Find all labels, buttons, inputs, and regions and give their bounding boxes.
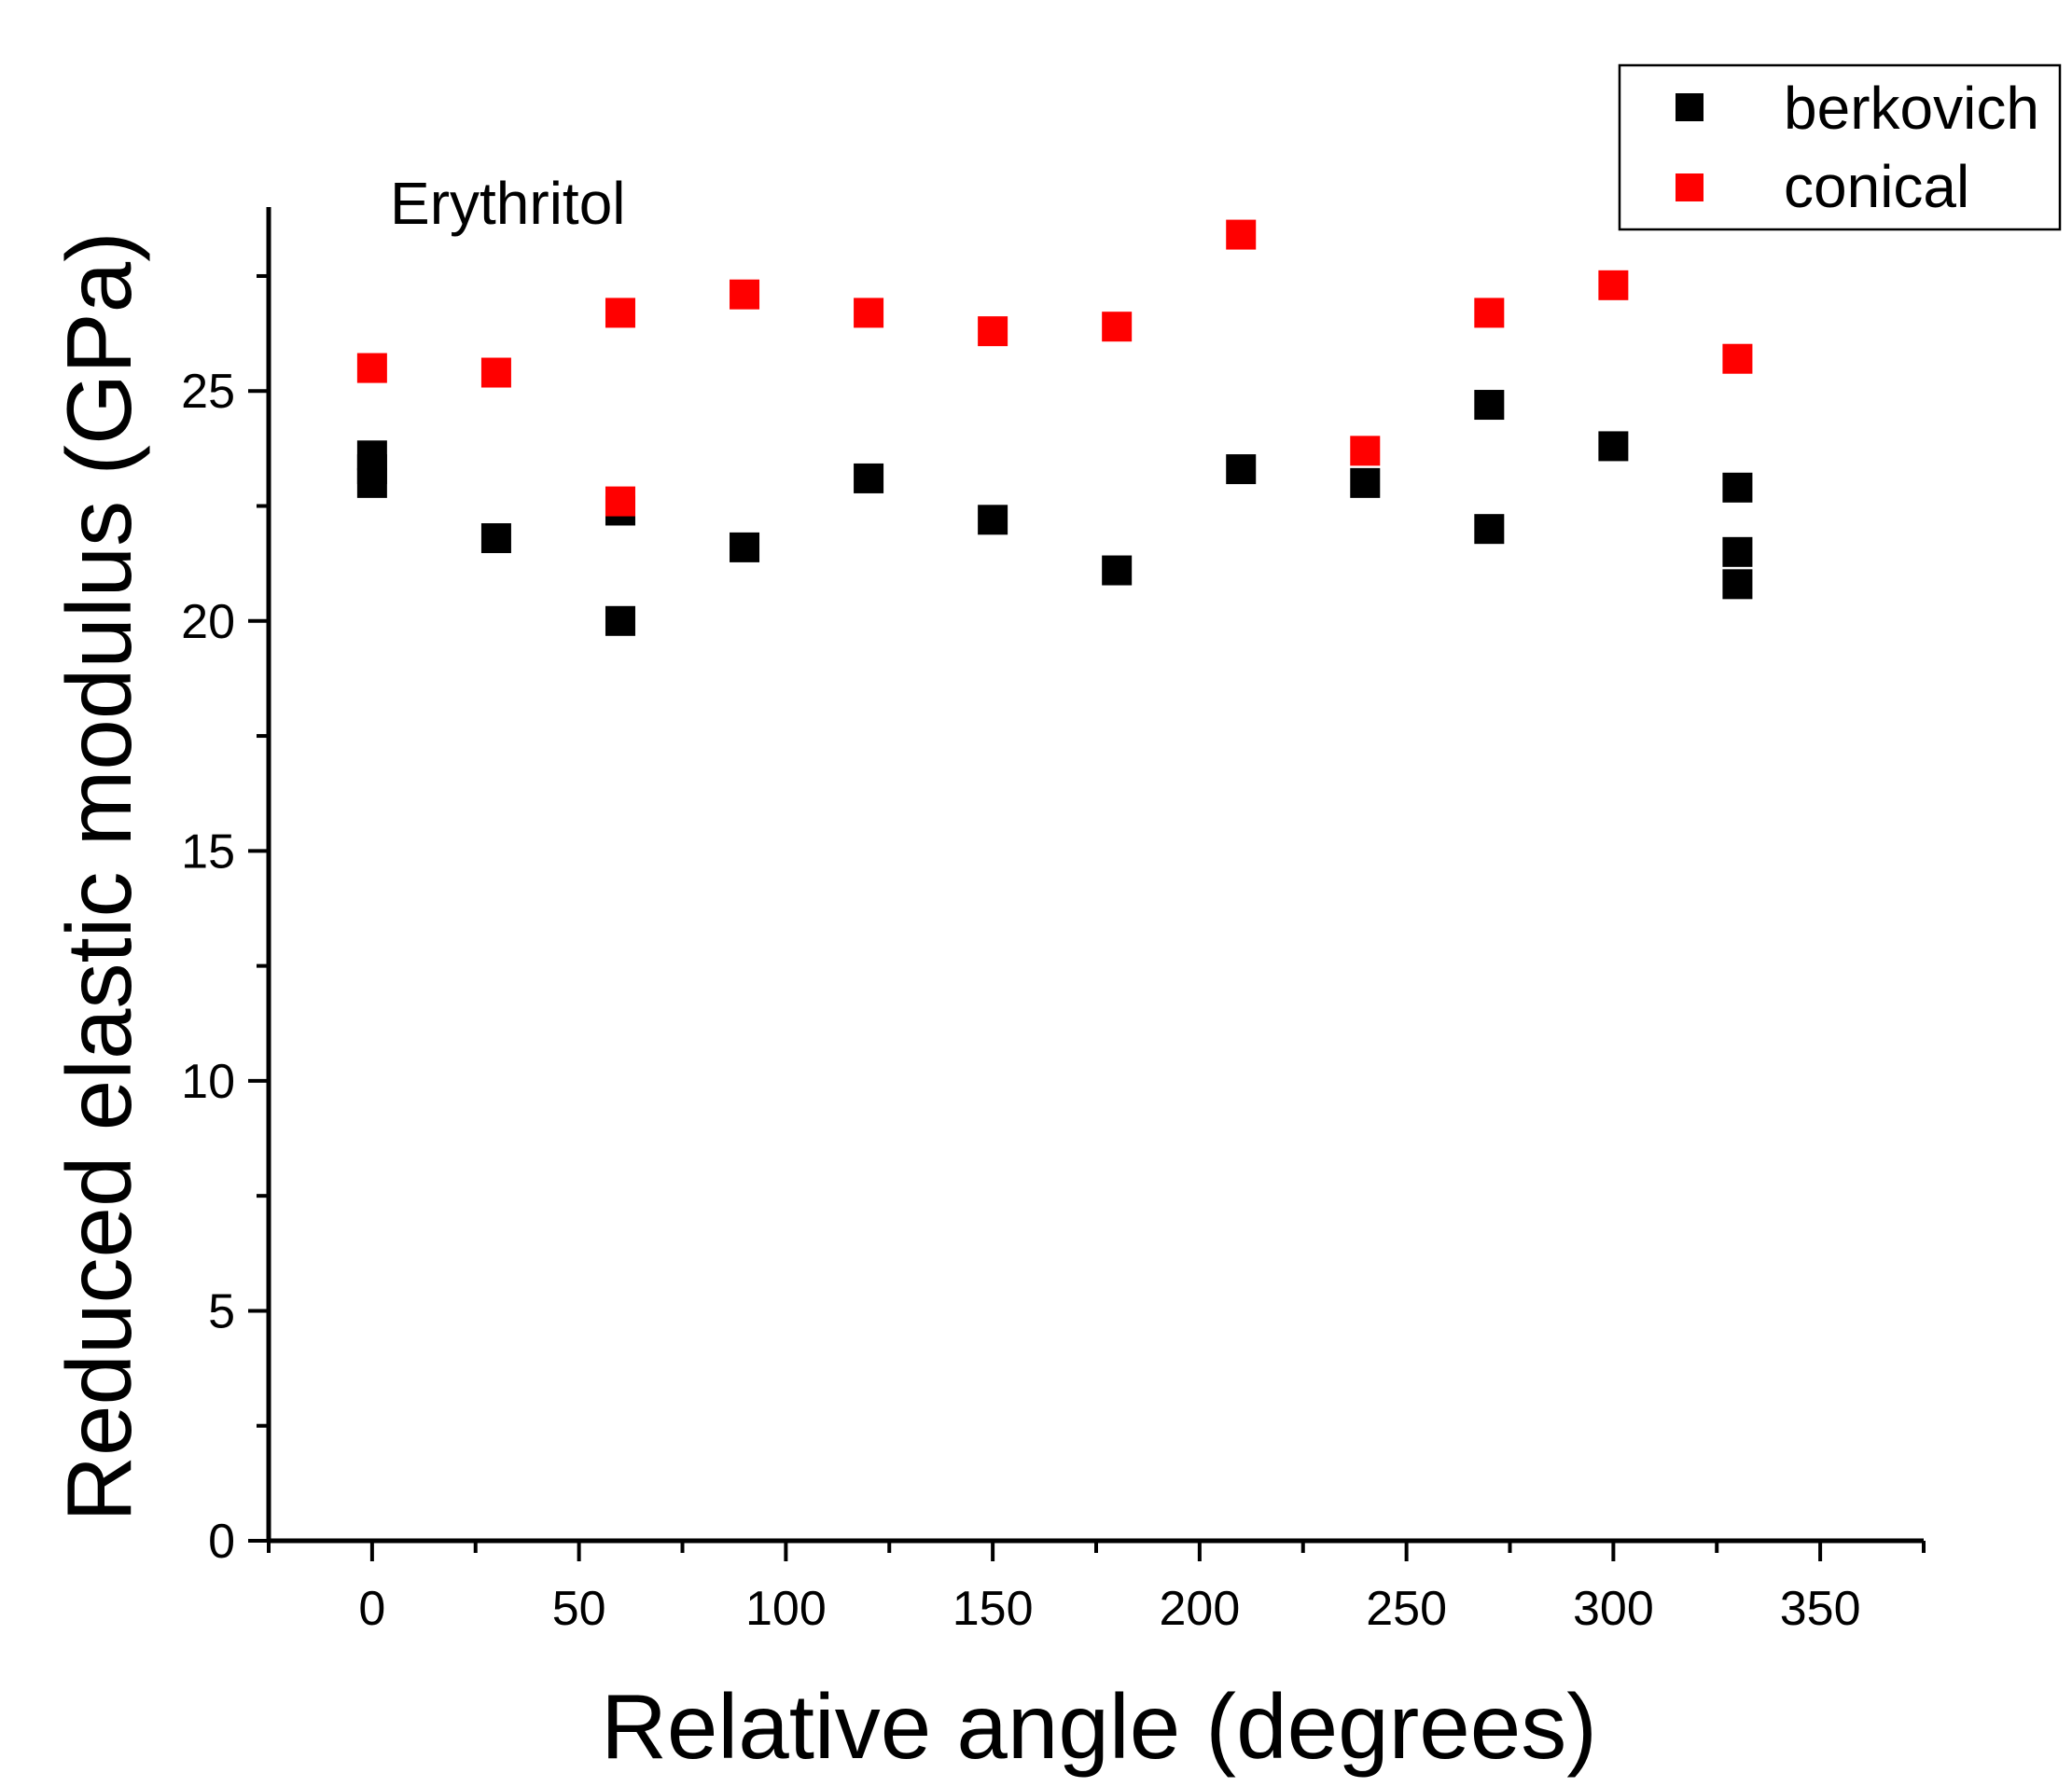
x-tick-label: 100 <box>745 1582 827 1636</box>
point-berkovich <box>1722 569 1753 600</box>
y-axis-title: Reduced elastic modulus (GPa) <box>48 231 150 1522</box>
point-conical <box>854 298 884 328</box>
y-ticks: 0 5 10 15 20 25 <box>181 273 269 1569</box>
point-berkovich <box>1350 467 1381 498</box>
x-tick-label: 250 <box>1366 1582 1447 1636</box>
point-conical <box>1598 270 1629 300</box>
axes-group <box>266 207 1924 1544</box>
point-berkovich <box>1474 514 1505 545</box>
point-berkovich <box>1226 454 1257 485</box>
y-tick-label: 5 <box>208 1284 235 1338</box>
point-berkovich <box>1722 536 1753 567</box>
y-tick-label: 15 <box>181 824 235 879</box>
point-berkovich <box>854 463 884 493</box>
point-berkovich <box>730 532 760 562</box>
point-conical <box>1474 298 1505 328</box>
legend-marker-berkovich <box>1676 93 1703 121</box>
data-points <box>356 219 1753 636</box>
legend-marker-conical <box>1676 173 1703 201</box>
x-tick-label: 200 <box>1159 1582 1240 1636</box>
point-conical <box>978 316 1008 347</box>
point-berkovich <box>1598 431 1629 462</box>
x-tick-label: 0 <box>358 1582 385 1636</box>
x-tick-label: 350 <box>1780 1582 1861 1636</box>
point-conical <box>1350 436 1381 466</box>
legend-box <box>1618 63 2062 231</box>
point-conical <box>1226 219 1257 250</box>
y-tick-label: 0 <box>208 1515 235 1569</box>
x-tick-label: 300 <box>1573 1582 1654 1636</box>
point-conical <box>605 298 635 328</box>
y-tick-label: 20 <box>181 595 235 649</box>
point-conical <box>730 279 760 310</box>
legend-label-conical: conical <box>1784 153 1969 220</box>
point-berkovich <box>1102 555 1133 586</box>
point-berkovich <box>605 605 635 636</box>
x-axis-title: Relative angle (degrees) <box>601 1675 1597 1778</box>
point-berkovich <box>1722 472 1753 503</box>
legend-label-berkovich: berkovich <box>1784 75 2039 142</box>
legend: berkovich conical <box>1618 63 2062 231</box>
x-tick-label: 150 <box>953 1582 1034 1636</box>
y-tick-label: 25 <box>181 365 235 419</box>
point-conical <box>356 353 387 383</box>
point-conical <box>1102 312 1133 342</box>
y-tick-label: 10 <box>181 1055 235 1109</box>
point-berkovich <box>1474 390 1505 421</box>
point-berkovich <box>356 440 387 471</box>
point-berkovich <box>480 523 511 554</box>
point-conical <box>480 357 511 388</box>
point-conical <box>1722 343 1753 374</box>
x-tick-label: 50 <box>552 1582 606 1636</box>
point-berkovich <box>978 505 1008 535</box>
chart-annotation: Erythritol <box>390 170 626 237</box>
x-ticks: 0 50 100 150 200 250 300 350 <box>267 1541 1926 1636</box>
point-conical <box>605 486 635 517</box>
